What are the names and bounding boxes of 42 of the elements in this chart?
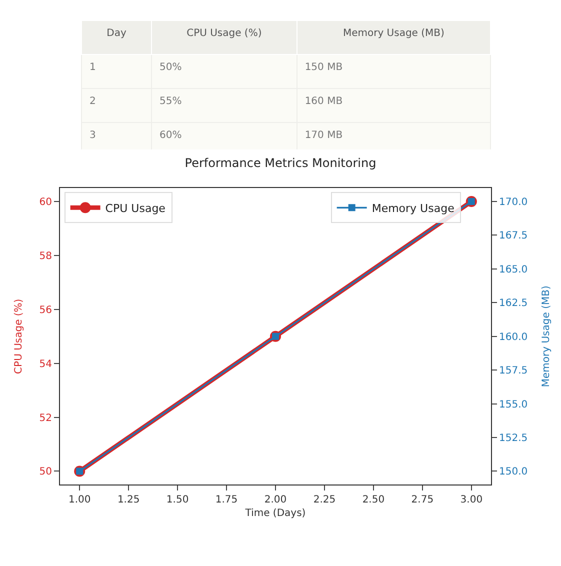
- text: 60%: [160, 130, 182, 141]
- y2-axis-title: Memory Usage (MB): [541, 286, 552, 388]
- x-tick-label: 2.75: [411, 494, 434, 506]
- legend-label: Memory Usage: [372, 202, 455, 215]
- y2-tick-label: 157.5: [499, 366, 528, 377]
- text: 2: [90, 96, 96, 107]
- y2-tick-label: 167.5: [499, 230, 528, 242]
- y-axis-title: CPU Usage (%): [13, 298, 24, 374]
- y-tick-label: 58: [39, 250, 52, 262]
- y2-tick-label: 162.5: [499, 298, 528, 310]
- y2-tick-label: 170.0: [499, 197, 528, 208]
- text: 160 MB: [304, 96, 343, 107]
- x-tick-label: 1.00: [68, 494, 91, 506]
- x-tick-label: 2.00: [264, 494, 287, 506]
- x-tick-label: 2.50: [362, 494, 385, 506]
- y-tick-label: 54: [39, 358, 52, 370]
- text: 150 MB: [304, 62, 343, 73]
- y2-tick-label: 155.0: [499, 399, 528, 410]
- text: Memory Usage (MB): [342, 28, 445, 39]
- x-tick-label: 1.25: [117, 494, 140, 506]
- y-tick-label: 56: [39, 304, 52, 316]
- x-tick-label: 1.50: [166, 494, 189, 506]
- x-tick-label: 1.75: [215, 494, 238, 506]
- x-axis-title: Time (Days): [244, 508, 306, 520]
- legend-label: CPU Usage: [105, 202, 166, 215]
- y-tick-label: 60: [39, 197, 52, 208]
- x-tick-label: 3.00: [460, 494, 483, 506]
- y-tick-label: 50: [39, 466, 52, 478]
- text: 170 MB: [304, 130, 343, 141]
- text: 3: [90, 130, 96, 141]
- y2-tick-label: 150.0: [499, 466, 528, 478]
- y2-tick-label: 165.0: [499, 264, 528, 276]
- y-tick-label: 52: [39, 412, 52, 424]
- text: 1: [90, 62, 96, 73]
- text: 55%: [160, 96, 182, 107]
- text: CPU Usage (%): [186, 28, 262, 39]
- text: Day: [106, 28, 126, 39]
- y2-tick-label: 152.5: [499, 433, 528, 444]
- text: 50%: [160, 62, 182, 73]
- x-tick-label: 2.25: [313, 494, 336, 506]
- y2-tick-label: 160.0: [499, 332, 528, 343]
- chart-title: Performance Metrics Monitoring: [184, 156, 376, 170]
